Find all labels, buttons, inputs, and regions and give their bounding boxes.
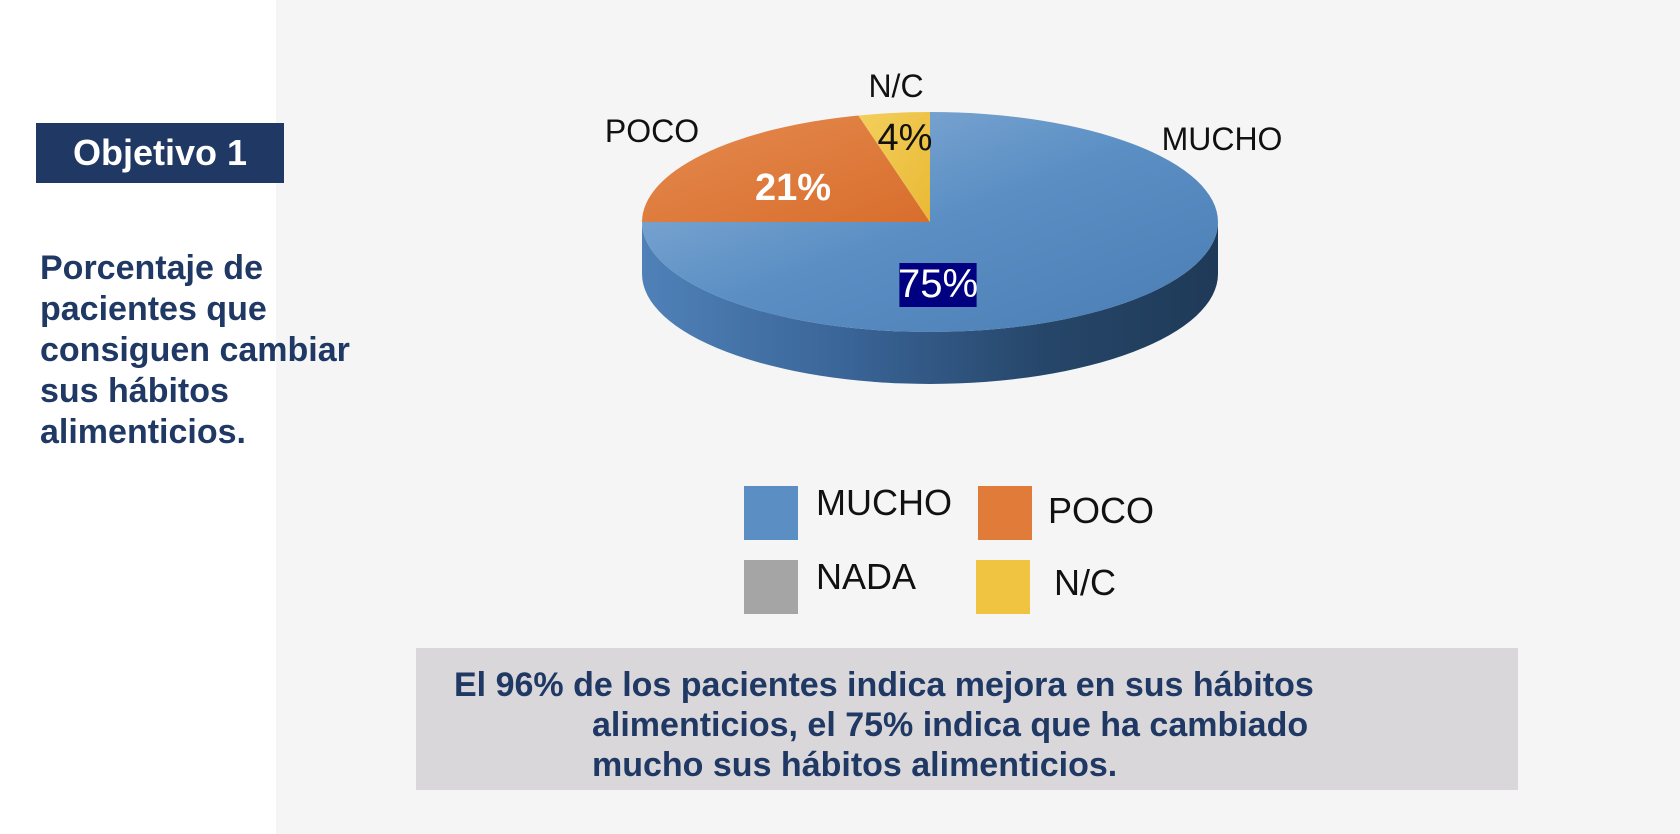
legend-label-nada: NADA <box>816 556 917 597</box>
objective-badge: Objetivo 1 <box>36 123 284 183</box>
legend-label-poco: POCO <box>1048 490 1155 531</box>
description-line: consiguen cambiar <box>40 331 350 369</box>
legend-swatch-nada <box>744 560 798 614</box>
data-label-n-c: 4% <box>878 117 933 159</box>
pie-slice-poco <box>642 115 930 222</box>
legend-label-mucho: MUCHO <box>816 482 952 523</box>
legend-swatch-mucho <box>744 486 798 540</box>
category-label-n-c: N/C <box>868 68 923 104</box>
legend-swatch-nc <box>976 560 1030 614</box>
summary-line: mucho sus hábitos alimenticios. <box>592 746 1118 784</box>
pie-slice-n-c <box>858 112 930 222</box>
data-label-mucho: 75% <box>898 262 978 306</box>
description-line: Porcentaje de <box>40 249 263 287</box>
legend-label-nc: N/C <box>1054 562 1116 603</box>
description-line: sus hábitos <box>40 372 229 410</box>
legend-swatch-poco <box>978 486 1032 540</box>
pie-side-mucho <box>642 222 1218 384</box>
data-label-poco: 21% <box>755 167 831 209</box>
description-line: alimenticios. <box>40 413 246 451</box>
category-label-mucho: MUCHO <box>1162 121 1283 157</box>
description-line: pacientes que <box>40 290 267 328</box>
data-label-bg-mucho <box>899 263 977 307</box>
summary-line: El 96% de los pacientes indica mejora en… <box>454 666 1314 704</box>
summary-box: El 96% de los pacientes indica mejora en… <box>416 648 1518 790</box>
chart-description: Porcentaje de pacientes que consiguen ca… <box>40 248 380 453</box>
summary-line: alimenticios, el 75% indica que ha cambi… <box>592 706 1309 744</box>
category-label-poco: POCO <box>605 113 699 149</box>
